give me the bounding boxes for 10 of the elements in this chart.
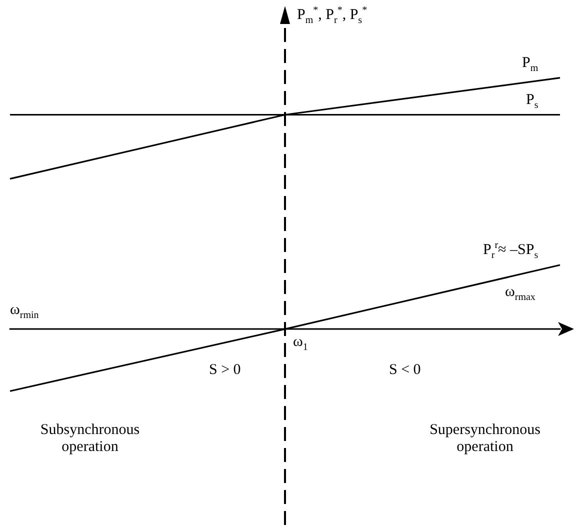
annotation: S < 0	[389, 362, 421, 379]
text: Supersynchronous operation	[428, 422, 542, 456]
annotation: ω$_{1}$	[293, 334, 308, 354]
annotation: S > 0	[209, 362, 241, 379]
annotation: ω$_{rmin}$	[10, 302, 39, 322]
annotation: ω$_{rmax}$	[505, 284, 536, 304]
text: Subsynchronous operation	[39, 422, 141, 456]
series-label: P$_{r}$$^{r}$≈ –SP$_{s}$	[483, 240, 538, 261]
series-label: P$_{s}$	[526, 92, 538, 111]
series-label: P$_{m}$	[522, 54, 538, 74]
